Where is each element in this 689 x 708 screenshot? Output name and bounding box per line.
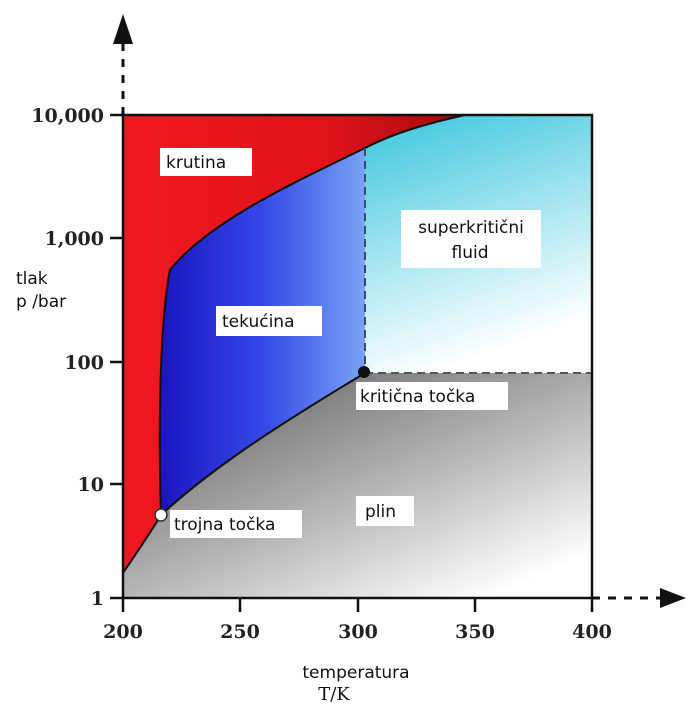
- critical-point-marker: [358, 366, 370, 378]
- critical-point-label-box: [356, 382, 508, 410]
- supercritical-label-line2: fluid: [452, 243, 489, 263]
- triple-point-marker: [154, 508, 168, 522]
- y-tick-label: 100: [64, 352, 104, 374]
- gas-label: plin: [365, 502, 396, 522]
- gas-region: [123, 373, 592, 598]
- triple-point-label-box: [170, 510, 302, 538]
- supercritical-label-line1: superkritični: [418, 218, 524, 238]
- triple-point-label: trojna točka: [174, 515, 275, 535]
- x-axis-title: temperatura: [302, 663, 409, 683]
- y-axis-ticks: [110, 113, 123, 600]
- y-tick-label: 10: [78, 474, 104, 496]
- x-axis-unit: T/K: [318, 684, 350, 705]
- x-axis-ticks: [121, 598, 594, 612]
- y-tick-label: 10,000: [31, 105, 104, 127]
- solid-label: krutina: [166, 153, 226, 173]
- x-axis-arrowhead: [660, 588, 686, 608]
- gas-label-box: [356, 496, 414, 526]
- y-axis-title: tlak: [16, 269, 48, 289]
- x-tick-label: 250: [220, 621, 260, 643]
- y-axis-arrowhead: [113, 14, 133, 44]
- y-tick-label: 1: [91, 588, 104, 610]
- liquid-label: tekućina: [222, 312, 294, 332]
- solid-region: [123, 115, 465, 573]
- liquid-label-box: [216, 306, 322, 336]
- vaporization-curve: [160, 372, 366, 516]
- melting-curve: [158, 114, 466, 516]
- solid-label-box: [160, 148, 252, 176]
- x-tick-label: 350: [455, 621, 495, 643]
- y-tick-label: 1,000: [45, 228, 105, 250]
- critical-point-label: kritična točka: [360, 387, 475, 407]
- supercritical-label-box: [401, 210, 541, 268]
- x-tick-label: 400: [572, 621, 612, 643]
- x-tick-label: 300: [338, 621, 378, 643]
- x-tick-label: 200: [103, 621, 143, 643]
- y-axis-unit: p /bar: [16, 292, 66, 312]
